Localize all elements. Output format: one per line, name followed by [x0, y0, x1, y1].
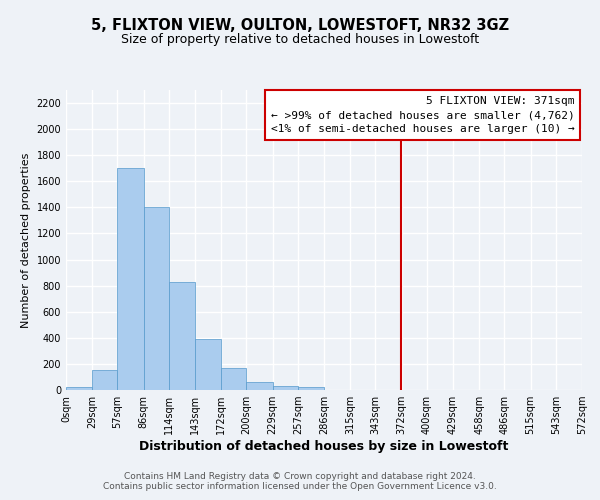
Y-axis label: Number of detached properties: Number of detached properties — [21, 152, 31, 328]
Bar — [221, 368, 247, 390]
Text: Contains HM Land Registry data © Crown copyright and database right 2024.: Contains HM Land Registry data © Crown c… — [124, 472, 476, 481]
Text: Size of property relative to detached houses in Lowestoft: Size of property relative to detached ho… — [121, 32, 479, 46]
Bar — [92, 370, 118, 390]
Bar — [195, 339, 221, 390]
X-axis label: Distribution of detached houses by size in Lowestoft: Distribution of detached houses by size … — [139, 440, 509, 453]
Bar — [272, 386, 298, 390]
Bar — [247, 382, 272, 390]
Text: 5 FLIXTON VIEW: 371sqm
← >99% of detached houses are smaller (4,762)
<1% of semi: 5 FLIXTON VIEW: 371sqm ← >99% of detache… — [271, 96, 574, 134]
Bar — [169, 282, 195, 390]
Bar — [143, 208, 169, 390]
Bar — [298, 388, 324, 390]
Text: 5, FLIXTON VIEW, OULTON, LOWESTOFT, NR32 3GZ: 5, FLIXTON VIEW, OULTON, LOWESTOFT, NR32… — [91, 18, 509, 32]
Bar — [66, 388, 92, 390]
Text: Contains public sector information licensed under the Open Government Licence v3: Contains public sector information licen… — [103, 482, 497, 491]
Bar — [118, 168, 143, 390]
